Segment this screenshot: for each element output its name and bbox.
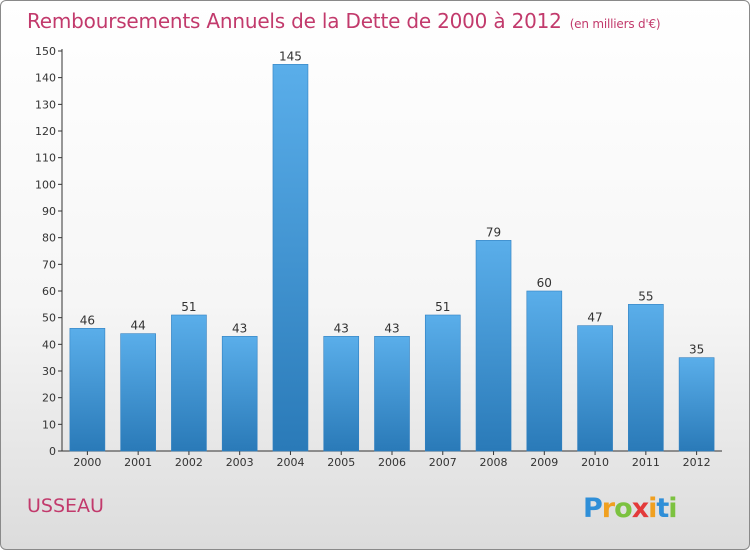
bar	[221, 336, 258, 452]
x-tick-label: 2003	[226, 456, 254, 469]
chart-axes: 0 10 20 30 40 50 60 70 80 90 100 110 120 130 140 150 200…	[35, 45, 722, 469]
data-label: 55	[638, 289, 653, 303]
chart-title: Remboursements Annuels de la Dette de 20…	[27, 9, 661, 33]
y-tick-label: 80	[42, 232, 56, 245]
commune-name: USSEAU	[27, 495, 104, 517]
proxiti-logo: Proxiti	[583, 493, 678, 524]
y-tick-label: 110	[35, 152, 56, 165]
bar	[171, 314, 207, 452]
y-tick-label: 90	[42, 205, 56, 218]
bar	[120, 333, 156, 452]
y-tick-label: 0	[49, 445, 56, 458]
y-tick-label: 10	[42, 418, 56, 431]
data-label: 79	[486, 225, 501, 239]
chart-subtitle: (en milliers d'€)	[569, 17, 661, 31]
bar	[323, 336, 360, 452]
bar	[69, 328, 106, 452]
x-tick-label: 2012	[683, 456, 711, 469]
data-label: 43	[384, 321, 399, 335]
bar	[374, 336, 410, 452]
y-tick-label: 30	[42, 365, 56, 378]
y-tick-label: 50	[42, 312, 56, 325]
x-tick-label: 2005	[327, 456, 355, 469]
y-tick-label: 120	[35, 125, 56, 138]
data-label: 43	[334, 321, 349, 335]
data-label: 46	[80, 313, 95, 327]
y-tick-label: 40	[42, 338, 56, 351]
y-tick-label: 130	[35, 98, 56, 111]
y-tick-label: 70	[42, 258, 56, 271]
bar	[424, 314, 461, 452]
title-text: Remboursements Annuels de la Dette de 20…	[27, 9, 562, 33]
bar	[577, 325, 613, 452]
x-tick-label: 2007	[429, 456, 457, 469]
x-tick-label: 2006	[378, 456, 406, 469]
data-label: 145	[279, 49, 302, 63]
x-tick-label: 2008	[480, 456, 508, 469]
bar	[678, 357, 715, 452]
x-tick-label: 2002	[175, 456, 203, 469]
data-label: 51	[435, 300, 450, 314]
bar	[526, 290, 563, 452]
x-tick-label: 2001	[124, 456, 152, 469]
data-label: 60	[537, 276, 552, 290]
data-label: 47	[587, 311, 602, 325]
data-label: 44	[131, 319, 146, 333]
bar	[272, 64, 309, 452]
svg-text:Proxiti: Proxiti	[583, 493, 677, 524]
y-tick-label: 20	[42, 392, 56, 405]
x-tick-label: 2011	[632, 456, 660, 469]
data-label: 35	[689, 343, 704, 357]
y-tick-label: 150	[35, 45, 56, 58]
x-tick-label: 2004	[276, 456, 304, 469]
data-label: 51	[181, 300, 196, 314]
y-tick-label: 100	[35, 178, 56, 191]
y-tick-label: 140	[35, 72, 56, 85]
bar	[628, 304, 664, 452]
x-tick-label: 2000	[73, 456, 101, 469]
bar	[475, 240, 512, 452]
bars-group: 46 44 51 43 145 43 43 51 79 60 47 55 35	[69, 49, 715, 452]
data-label: 43	[232, 321, 247, 335]
y-tick-label: 60	[42, 285, 56, 298]
x-tick-label: 2010	[581, 456, 609, 469]
x-tick-label: 2009	[530, 456, 558, 469]
